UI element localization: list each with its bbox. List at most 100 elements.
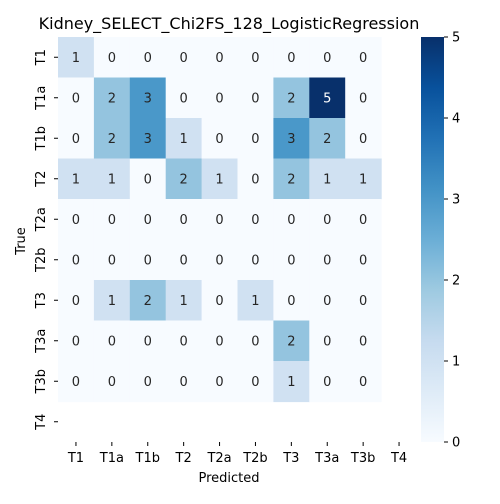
cell-value-label: 1 (359, 172, 367, 187)
cell-value-label: 0 (144, 375, 152, 390)
heatmap-cell (309, 320, 346, 362)
y-tick-label: T2a (34, 207, 49, 232)
heatmap-cell (165, 158, 203, 200)
cell-value-label: 2 (180, 172, 188, 187)
cell-value-label: 0 (72, 375, 80, 390)
heatmap-cell (309, 361, 346, 403)
cell-value-label: 2 (108, 91, 116, 106)
cell-value-label: 0 (323, 334, 331, 349)
heatmap-cell (58, 158, 95, 200)
cell-value-label: 0 (180, 253, 188, 268)
cell-value-label: 2 (323, 132, 331, 147)
heatmap-cell (129, 118, 167, 160)
cell-value-label: 1 (108, 172, 116, 187)
heatmap-cell (273, 77, 310, 119)
colorbar-tick-label: 2 (452, 274, 460, 289)
cell-value-label: 0 (215, 51, 223, 66)
heatmap-cell (345, 239, 382, 281)
x-axis: T1 T1a T1b T2 T2a T2b T3 T3a T3b T4 (67, 442, 407, 466)
heatmap-cell (93, 320, 131, 362)
heatmap-cell (165, 37, 203, 79)
cell-value-label: 0 (180, 213, 188, 228)
heatmap-cell (58, 361, 95, 403)
cell-value-label: 0 (72, 253, 80, 268)
cell-value-label: 0 (359, 375, 367, 390)
cell-value-label: 0 (72, 334, 80, 349)
cell-value-label: 0 (359, 132, 367, 147)
heatmap-cell (93, 158, 131, 200)
cell-value-label: 0 (251, 375, 259, 390)
heatmap-cell (201, 37, 239, 79)
cell-value-label: 0 (359, 294, 367, 309)
heatmap-cell (165, 77, 203, 119)
heatmap-cell-labels: 1 0 0 0 0 0 0 0 0 0 2 3 0 0 0 2 5 0 0 2 3 1 0 0 3 2 0 1 1 0 2 1 0 2 1 1 0 0 0 0… (72, 51, 367, 390)
colorbar-tick-label: 5 (452, 31, 460, 46)
x-tick-label: T2b (242, 451, 267, 466)
cell-value-label: 0 (251, 51, 259, 66)
x-axis-label: Predicted (198, 471, 259, 486)
heatmap-cell (237, 239, 274, 281)
cell-value-label: 0 (108, 253, 116, 268)
y-tick-label: T3a (34, 329, 49, 354)
y-tick-label: T3 (34, 292, 49, 309)
heatmap-cell (309, 239, 346, 281)
cell-value-label: 0 (72, 213, 80, 228)
cell-value-label: 0 (323, 294, 331, 309)
x-tick-label: T4 (390, 451, 407, 466)
cell-value-label: 1 (287, 375, 295, 390)
heatmap-cell (129, 199, 167, 241)
cell-value-label: 1 (108, 294, 116, 309)
cell-value-label: 2 (287, 172, 295, 187)
cell-value-label: 0 (72, 91, 80, 106)
x-tick-label: T2a (206, 451, 231, 466)
cell-value-label: 0 (144, 253, 152, 268)
cell-value-label: 1 (323, 172, 331, 187)
heatmap-cell (93, 239, 131, 281)
heatmap-cell (129, 280, 167, 322)
cell-value-label: 0 (359, 91, 367, 106)
colorbar-tick-label: 0 (452, 436, 460, 451)
heatmap-cell (165, 361, 203, 403)
cell-value-label: 0 (215, 334, 223, 349)
heatmap-cell (237, 77, 274, 119)
heatmap-cell (237, 280, 274, 322)
cell-value-label: 0 (215, 132, 223, 147)
cell-value-label: 0 (215, 253, 223, 268)
cell-value-label: 0 (323, 213, 331, 228)
cell-value-label: 0 (108, 51, 116, 66)
colorbar-tick-label: 3 (452, 193, 460, 208)
cell-value-label: 3 (144, 132, 152, 147)
heatmap-cell (309, 37, 346, 79)
heatmap-cell (165, 118, 203, 160)
cell-value-label: 0 (323, 51, 331, 66)
colorbar-tick-label: 1 (452, 355, 460, 370)
heatmap-cell (345, 361, 382, 403)
cell-value-label: 0 (251, 132, 259, 147)
cell-value-label: 1 (180, 132, 188, 147)
heatmap-cell (58, 280, 95, 322)
cell-value-label: 5 (323, 91, 331, 106)
cell-value-label: 2 (287, 91, 295, 106)
cell-value-label: 0 (251, 172, 259, 187)
heatmap-cell (237, 158, 274, 200)
cell-value-label: 0 (72, 132, 80, 147)
y-tick-label: T2 (34, 171, 49, 188)
cell-value-label: 0 (72, 294, 80, 309)
y-axis-label: True (14, 227, 29, 256)
heatmap-cell (201, 320, 239, 362)
heatmap-cell (93, 77, 131, 119)
cell-value-label: 0 (359, 51, 367, 66)
heatmap-cells (58, 37, 382, 403)
heatmap-cell (309, 280, 346, 322)
cell-value-label: 0 (180, 91, 188, 106)
cell-value-label: 0 (215, 375, 223, 390)
heatmap-cell (345, 77, 382, 119)
cell-value-label: 0 (108, 375, 116, 390)
y-tick-label: T4 (34, 414, 49, 431)
heatmap-cell (345, 118, 382, 160)
cell-value-label: 0 (359, 213, 367, 228)
cell-value-label: 0 (287, 213, 295, 228)
heatmap-cell (201, 158, 239, 200)
cell-value-label: 0 (108, 213, 116, 228)
heatmap-cell (58, 239, 95, 281)
